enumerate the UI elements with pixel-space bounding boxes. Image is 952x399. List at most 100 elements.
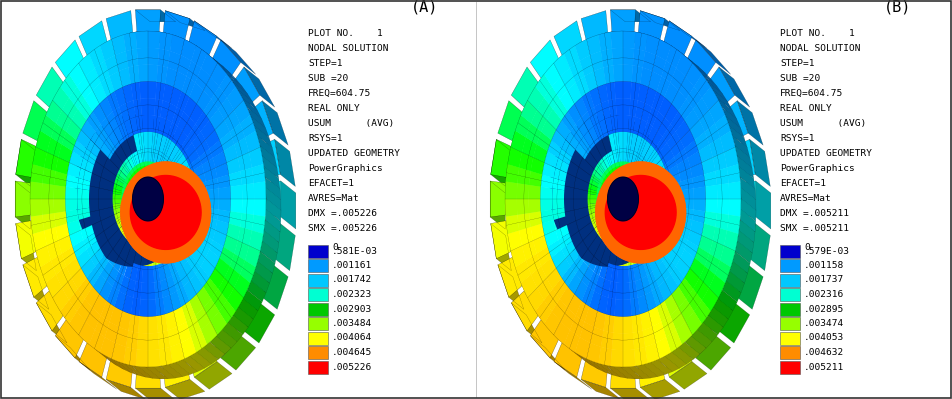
Polygon shape <box>715 213 728 231</box>
Polygon shape <box>233 307 253 327</box>
Polygon shape <box>157 314 168 333</box>
Polygon shape <box>101 192 112 199</box>
Polygon shape <box>168 122 177 141</box>
Polygon shape <box>138 199 148 209</box>
Polygon shape <box>227 223 240 241</box>
Polygon shape <box>625 149 630 166</box>
Polygon shape <box>136 199 148 203</box>
Polygon shape <box>735 139 755 177</box>
Polygon shape <box>136 213 143 230</box>
Polygon shape <box>655 215 668 226</box>
Polygon shape <box>89 182 102 192</box>
Polygon shape <box>703 75 723 94</box>
Polygon shape <box>54 171 68 187</box>
Polygon shape <box>666 132 681 150</box>
Polygon shape <box>105 55 119 76</box>
Polygon shape <box>191 330 207 352</box>
Polygon shape <box>597 221 607 237</box>
Polygon shape <box>590 213 603 224</box>
Polygon shape <box>720 130 735 152</box>
Polygon shape <box>638 11 664 40</box>
Polygon shape <box>196 286 211 308</box>
Polygon shape <box>180 215 193 226</box>
Polygon shape <box>676 53 692 77</box>
Polygon shape <box>649 154 662 170</box>
Polygon shape <box>81 158 94 173</box>
Polygon shape <box>603 179 613 191</box>
Polygon shape <box>130 228 138 245</box>
Polygon shape <box>634 32 647 51</box>
Polygon shape <box>623 184 630 199</box>
Polygon shape <box>206 249 220 268</box>
Polygon shape <box>71 268 87 289</box>
Polygon shape <box>166 379 205 399</box>
Polygon shape <box>167 103 177 122</box>
Polygon shape <box>693 187 705 199</box>
Polygon shape <box>171 203 183 209</box>
Polygon shape <box>490 181 506 217</box>
Polygon shape <box>176 131 188 149</box>
Polygon shape <box>260 241 277 263</box>
Text: REAL ONLY: REAL ONLY <box>780 104 832 113</box>
Polygon shape <box>535 300 552 324</box>
Polygon shape <box>125 189 137 196</box>
Polygon shape <box>632 228 641 245</box>
Polygon shape <box>702 288 719 311</box>
Polygon shape <box>728 182 741 199</box>
Polygon shape <box>77 208 90 220</box>
Text: SMX =.005211: SMX =.005211 <box>780 224 849 233</box>
Polygon shape <box>690 220 704 235</box>
Polygon shape <box>635 192 646 197</box>
Polygon shape <box>139 186 148 199</box>
Polygon shape <box>641 11 680 31</box>
Polygon shape <box>608 178 638 219</box>
Polygon shape <box>691 330 712 348</box>
Polygon shape <box>598 84 608 103</box>
Polygon shape <box>163 261 172 279</box>
Polygon shape <box>112 107 124 126</box>
Polygon shape <box>194 206 207 217</box>
Polygon shape <box>633 206 645 216</box>
Polygon shape <box>627 31 649 44</box>
Polygon shape <box>604 209 614 221</box>
Polygon shape <box>15 221 36 259</box>
Polygon shape <box>206 249 220 268</box>
Polygon shape <box>642 103 652 122</box>
Polygon shape <box>600 203 612 209</box>
Polygon shape <box>171 233 183 249</box>
Polygon shape <box>681 130 695 148</box>
Polygon shape <box>138 167 145 184</box>
Polygon shape <box>215 220 228 235</box>
Polygon shape <box>160 199 171 203</box>
Polygon shape <box>136 265 143 282</box>
Polygon shape <box>609 170 617 186</box>
Polygon shape <box>171 199 184 204</box>
Polygon shape <box>601 330 613 350</box>
Polygon shape <box>657 301 670 322</box>
Polygon shape <box>739 220 755 243</box>
Polygon shape <box>599 347 612 366</box>
Text: UPDATED GEOMETRY: UPDATED GEOMETRY <box>308 149 400 158</box>
Polygon shape <box>546 109 562 130</box>
Polygon shape <box>545 151 558 168</box>
Polygon shape <box>240 168 253 185</box>
Polygon shape <box>677 158 690 173</box>
Polygon shape <box>649 35 672 50</box>
Polygon shape <box>572 150 585 166</box>
Polygon shape <box>713 152 727 171</box>
Polygon shape <box>238 299 258 319</box>
Polygon shape <box>664 343 692 377</box>
Polygon shape <box>132 172 141 186</box>
Polygon shape <box>127 206 138 216</box>
Polygon shape <box>189 352 211 368</box>
Polygon shape <box>122 221 132 237</box>
Polygon shape <box>580 166 592 178</box>
Polygon shape <box>620 148 623 166</box>
Polygon shape <box>570 124 584 143</box>
Polygon shape <box>126 204 137 213</box>
Polygon shape <box>193 173 206 185</box>
Polygon shape <box>215 163 228 178</box>
Polygon shape <box>633 263 642 281</box>
Polygon shape <box>177 112 189 131</box>
Polygon shape <box>207 188 219 199</box>
